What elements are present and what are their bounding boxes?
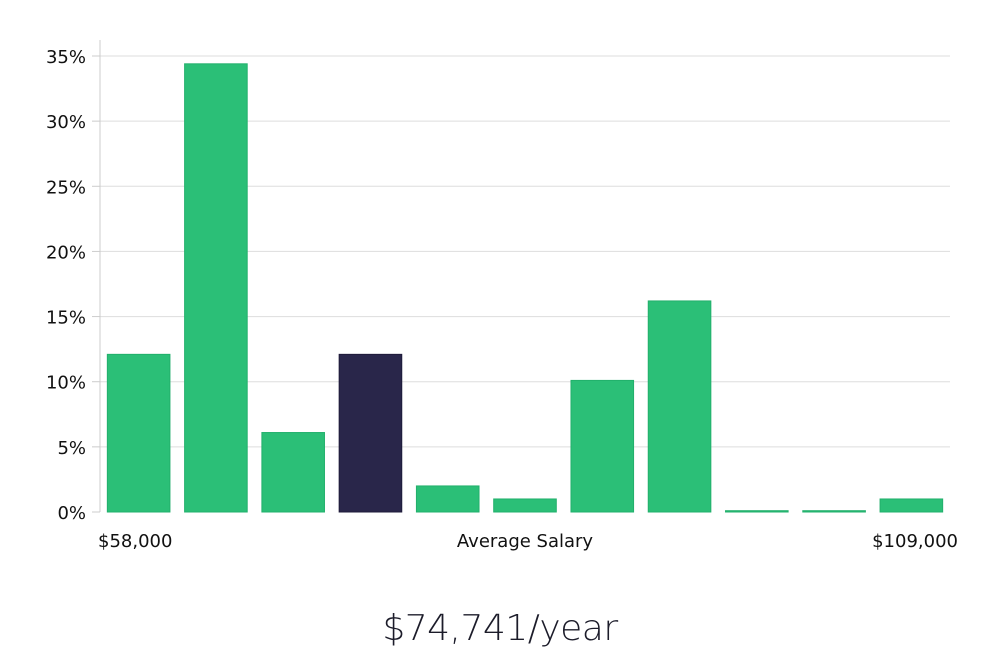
- y-tick-label: 0%: [57, 503, 86, 524]
- histogram-bar: [879, 498, 944, 513]
- y-tick-label: 5%: [57, 438, 86, 459]
- y-tick-label: 15%: [46, 308, 86, 329]
- histogram-bar: [415, 485, 480, 513]
- histogram-bar: [570, 379, 635, 513]
- histogram-bar: [647, 300, 712, 513]
- average-salary-summary: $74,741/year: [382, 608, 618, 649]
- x-min-label: $58,000: [98, 531, 172, 552]
- histogram-bar: [725, 510, 789, 513]
- x-max-label: $109,000: [872, 531, 958, 552]
- y-tick-label: 25%: [46, 177, 86, 198]
- bars-layer: [106, 63, 944, 513]
- histogram-bar: [184, 63, 248, 513]
- y-tick-label: 20%: [46, 242, 86, 263]
- histogram-bar: [493, 498, 557, 513]
- y-axis-ticks: 0% 5% 10% 15% 20% 25% 30% 35%: [46, 47, 100, 524]
- salary-histogram: 0% 5% 10% 15% 20% 25% 30% 35% $58,000 Average S…: [46, 40, 958, 552]
- histogram-bar: [106, 353, 171, 513]
- histogram-bar: [261, 432, 325, 513]
- y-tick-label: 35%: [46, 47, 86, 68]
- y-tick-label: 10%: [46, 373, 86, 394]
- x-axis-title: Average Salary: [457, 531, 594, 552]
- histogram-bar-highlighted: [338, 353, 403, 513]
- y-tick-label: 30%: [46, 112, 86, 133]
- histogram-bar: [802, 510, 866, 513]
